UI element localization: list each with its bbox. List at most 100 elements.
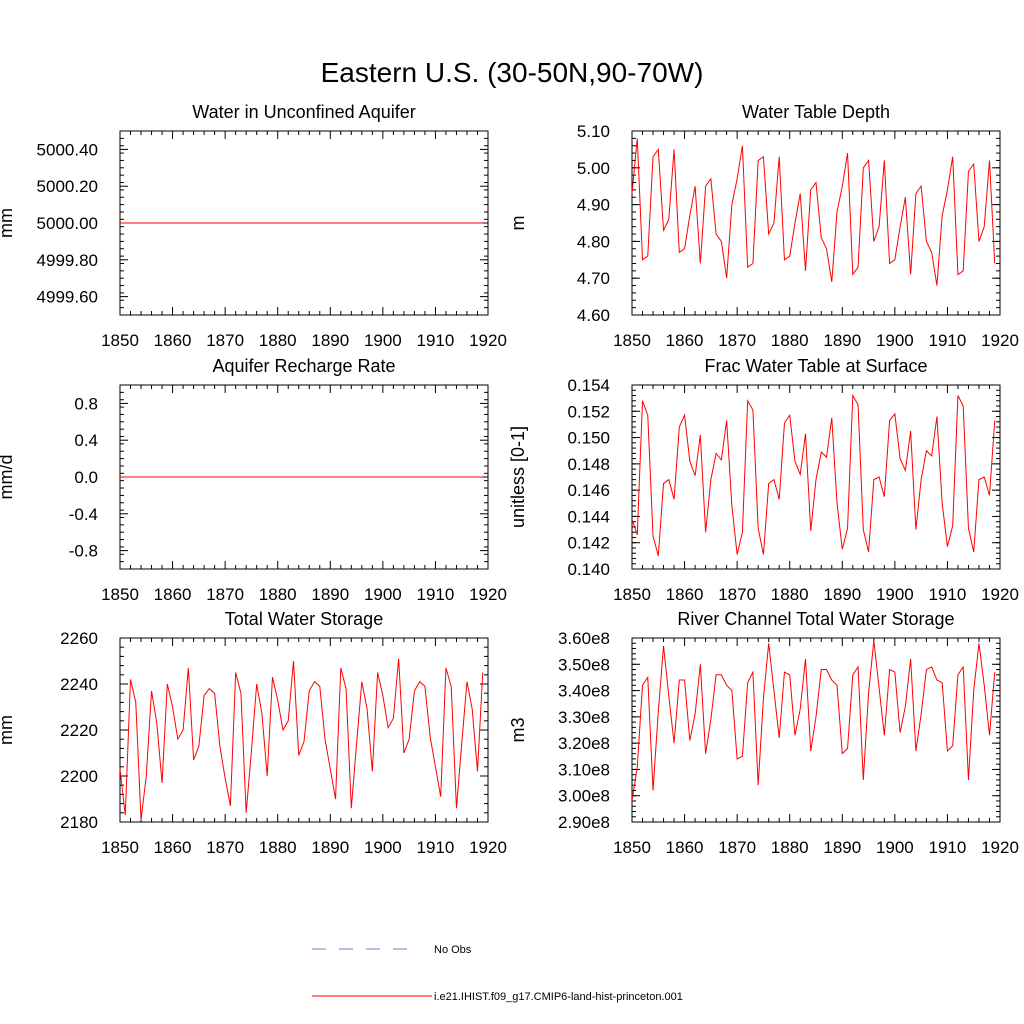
y-tick-label: -0.8: [69, 542, 98, 561]
x-tick-label: 1890: [823, 331, 861, 350]
y-tick-label: 0.140: [567, 560, 610, 579]
plot-frame: [631, 637, 1001, 823]
x-tick-label: 1920: [981, 585, 1019, 604]
x-tick-label: 1890: [311, 838, 349, 857]
panel-2: Water Table Depth m 1850 1860 1870 1880 1890 19…: [508, 102, 1019, 350]
panels: Water in Unconfined Aquifer mm 1850 1860 187…: [0, 102, 1019, 857]
x-tick-label: 1870: [206, 331, 244, 350]
panel-5: Total Water Storage mm 1850 1860 1870 1880 189…: [0, 609, 507, 857]
y-tick-label: 5.00: [577, 159, 610, 178]
x-tick-label: 1900: [876, 838, 914, 857]
x-tick-label: 1870: [718, 331, 756, 350]
y-tick-label: 4.60: [577, 306, 610, 325]
x-tick-label: 1920: [469, 838, 507, 857]
x-tick-label: 1860: [154, 838, 192, 857]
x-tick-label: 1870: [206, 838, 244, 857]
x-tick-label: 1910: [929, 838, 967, 857]
y-tick-label: 3.20e8: [558, 734, 610, 753]
x-tick-label: 1880: [259, 585, 297, 604]
x-tick-label: 1850: [101, 838, 139, 857]
x-tick-label: 1910: [929, 331, 967, 350]
x-tick-label: 1900: [876, 331, 914, 350]
x-tick-label: 1880: [771, 838, 809, 857]
x-tick-label: 1910: [417, 838, 455, 857]
y-tick-label: -0.4: [69, 505, 98, 524]
panel-1: Water in Unconfined Aquifer mm 1850 1860 187…: [0, 102, 507, 350]
x-tick-label: 1920: [469, 331, 507, 350]
x-tick-label: 1860: [154, 331, 192, 350]
y-axis-label: unitless [0-1]: [508, 426, 528, 528]
x-tick-label: 1860: [666, 331, 704, 350]
x-tick-label: 1910: [417, 331, 455, 350]
y-tick-label: 0.142: [567, 534, 610, 553]
x-tick-label: 1880: [259, 838, 297, 857]
legend: No Obs i.e21.IHIST.f09_g17.CMIP6-land-hi…: [312, 944, 683, 1003]
x-tick-label: 1920: [981, 838, 1019, 857]
y-axis-label: mm: [0, 715, 16, 745]
y-tick-label: 0.146: [567, 481, 610, 500]
plot-frame: [631, 384, 1001, 570]
y-tick-label: 4.70: [577, 269, 610, 288]
y-tick-label: 5000.20: [37, 177, 98, 196]
y-tick-label: 3.60e8: [558, 629, 610, 648]
y-tick-label: 3.00e8: [558, 787, 610, 806]
y-tick-label: 0.148: [567, 455, 610, 474]
plot-frame: [119, 637, 489, 823]
y-axis-label: m: [508, 216, 528, 231]
y-axis-label: m3: [508, 717, 528, 742]
y-tick-label: 3.40e8: [558, 682, 610, 701]
y-axis-label: mm: [0, 208, 16, 238]
y-tick-label: 0.8: [74, 394, 98, 413]
y-tick-label: 0.4: [74, 431, 98, 450]
panel-4: Frac Water Table at Surface unitless [0-1…: [508, 356, 1019, 604]
x-tick-label: 1890: [823, 838, 861, 857]
x-tick-label: 1860: [666, 838, 704, 857]
panel-title: Aquifer Recharge Rate: [212, 356, 395, 376]
y-tick-label: 4999.80: [37, 251, 98, 270]
figure-title: Eastern U.S. (30-50N,90-70W): [321, 57, 704, 88]
panel-title: Frac Water Table at Surface: [704, 356, 927, 376]
x-tick-label: 1900: [364, 331, 402, 350]
x-tick-label: 1860: [666, 585, 704, 604]
x-tick-label: 1850: [101, 585, 139, 604]
x-tick-label: 1920: [469, 585, 507, 604]
y-tick-label: 2220: [60, 721, 98, 740]
y-tick-label: 3.50e8: [558, 655, 610, 674]
y-tick-label: 2200: [60, 767, 98, 786]
panel-title: Total Water Storage: [225, 609, 383, 629]
x-tick-label: 1920: [981, 331, 1019, 350]
panel-title: River Channel Total Water Storage: [677, 609, 954, 629]
x-tick-label: 1880: [771, 331, 809, 350]
y-tick-label: 3.10e8: [558, 760, 610, 779]
x-tick-label: 1910: [417, 585, 455, 604]
y-tick-label: 4.90: [577, 196, 610, 215]
y-tick-label: 4999.60: [37, 288, 98, 307]
y-tick-label: 0.144: [567, 507, 610, 526]
y-tick-label: 5.10: [577, 122, 610, 141]
panel-title: Water Table Depth: [742, 102, 890, 122]
y-tick-label: 3.30e8: [558, 708, 610, 727]
y-tick-label: 2260: [60, 629, 98, 648]
y-tick-label: 0.0: [74, 468, 98, 487]
y-tick-label: 2180: [60, 813, 98, 832]
x-tick-label: 1850: [613, 838, 651, 857]
legend-obs-label: No Obs: [434, 944, 472, 956]
y-tick-label: 4.80: [577, 232, 610, 251]
series-line: [631, 138, 996, 286]
y-tick-label: 2240: [60, 675, 98, 694]
y-tick-label: 5000.40: [37, 140, 98, 159]
x-tick-label: 1900: [876, 585, 914, 604]
y-tick-label: 0.152: [567, 402, 610, 421]
legend-model-label: i.e21.IHIST.f09_g17.CMIP6-land-hist-prin…: [434, 991, 683, 1003]
y-axis-label: mm/d: [0, 455, 16, 500]
x-tick-label: 1890: [311, 585, 349, 604]
x-tick-label: 1860: [154, 585, 192, 604]
x-tick-label: 1880: [259, 331, 297, 350]
x-tick-label: 1870: [206, 585, 244, 604]
plot-frame: [631, 130, 1001, 316]
series-line: [631, 393, 996, 556]
y-tick-label: 5000.00: [37, 214, 98, 233]
x-tick-label: 1870: [718, 585, 756, 604]
x-tick-label: 1910: [929, 585, 967, 604]
